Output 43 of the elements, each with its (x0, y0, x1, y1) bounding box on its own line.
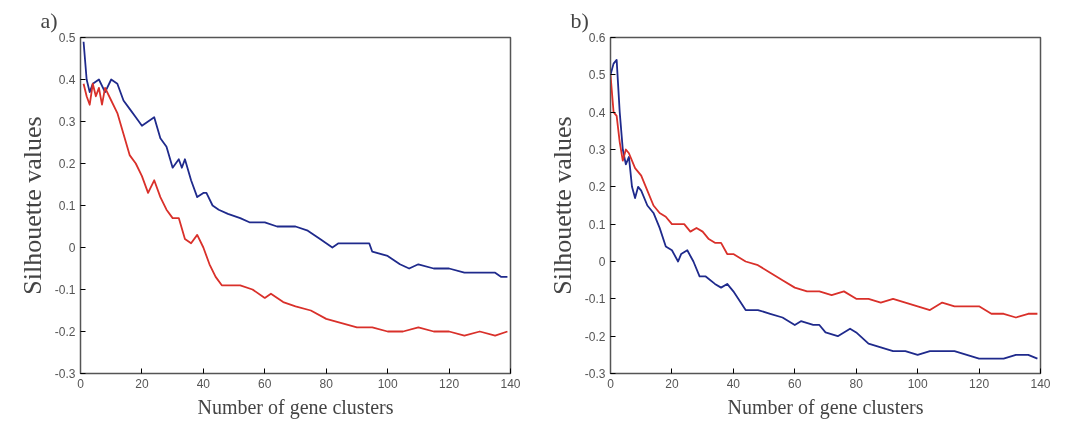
y-tick-label: -0.1 (54, 283, 76, 297)
y-tick-label: 0.4 (58, 73, 76, 87)
x-tick-label: 60 (258, 376, 272, 391)
x-tick-label: 120 (969, 376, 990, 391)
line-series (82, 40, 509, 278)
x-axis-title: Number of gene clusters (727, 395, 924, 419)
y-tick-label: 0.2 (58, 157, 76, 171)
y-tick-label: 0.3 (588, 143, 606, 157)
x-tick-label: 40 (726, 376, 741, 391)
y-tick-label: -0.2 (584, 329, 606, 344)
y-tick-label: 0.5 (58, 31, 76, 45)
y-tick-label: 0.2 (588, 180, 606, 195)
x-tick-label: 100 (377, 376, 398, 391)
x-axis-title: Number of gene clusters (197, 395, 394, 419)
y-tick-label: 0.3 (58, 115, 76, 129)
y-tick-label: -0.1 (584, 292, 606, 307)
y-tick-label: 0.5 (588, 68, 606, 83)
y-tick-label: 0.4 (588, 105, 606, 120)
x-tick-label: 20 (665, 376, 679, 391)
x-tick-label: 60 (788, 376, 802, 391)
line-series (610, 59, 1039, 360)
y-tick-label: -0.2 (54, 325, 76, 339)
y-axis-title: Silhouette values (547, 116, 577, 295)
y-tick-label: 0.1 (588, 217, 606, 232)
x-tick-label: 20 (135, 376, 149, 391)
x-tick-label: 140 (500, 376, 521, 391)
y-tick-label: 0.1 (58, 199, 76, 213)
line-series (610, 73, 1039, 319)
x-tick-label: 140 (1030, 376, 1051, 391)
y-axis-title: Silhouette values (17, 116, 47, 295)
x-tick-label: 40 (196, 376, 211, 391)
x-tick-label: 80 (849, 376, 864, 391)
x-tick-label: 80 (319, 376, 334, 391)
line-series (82, 82, 509, 337)
y-tick-label: 0.6 (588, 31, 606, 45)
x-tick-label: 120 (439, 376, 460, 391)
y-tick-label: 0 (598, 255, 606, 269)
x-tick-label: 100 (907, 376, 928, 391)
y-tick-label: -0.3 (584, 367, 606, 381)
chart-title: a) (40, 7, 58, 33)
y-tick-label: 0 (68, 241, 76, 255)
y-tick-label: -0.3 (54, 367, 76, 381)
chart-title: b) (570, 7, 589, 33)
